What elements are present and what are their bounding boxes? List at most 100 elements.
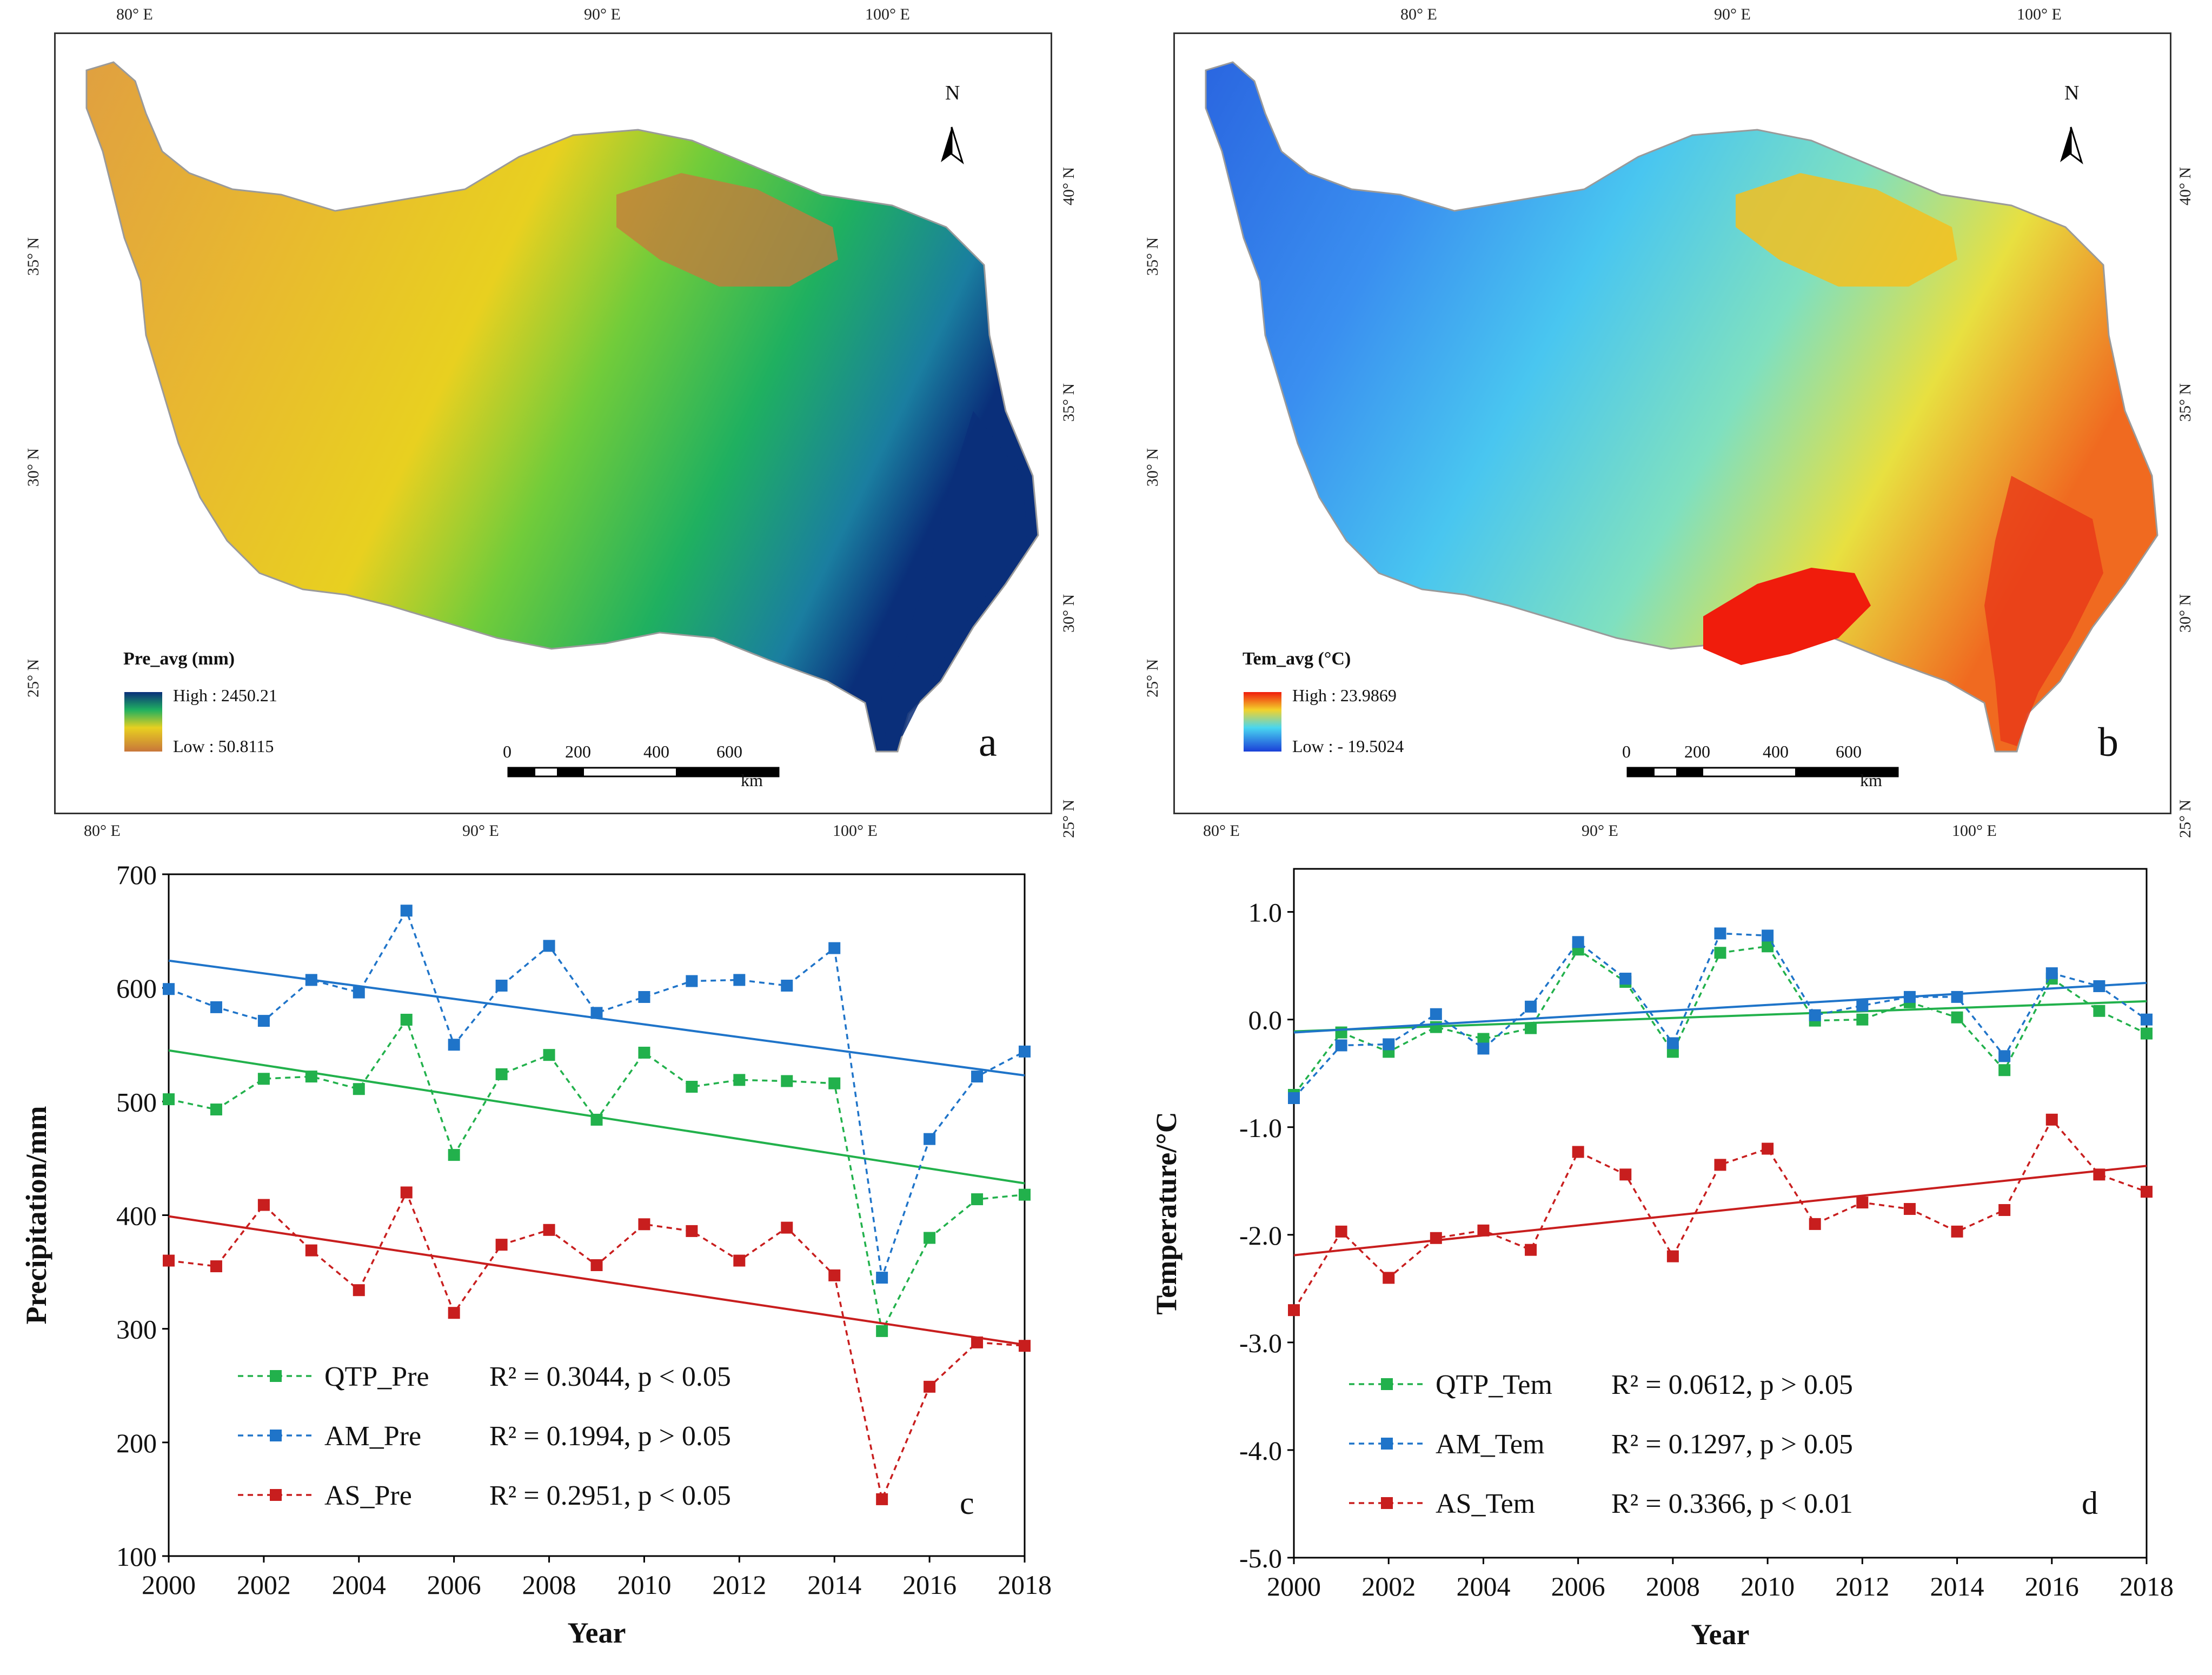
x-tick-label: 2008	[522, 1570, 576, 1600]
data-point	[971, 1336, 984, 1348]
left-lat-label: 30° N	[1144, 448, 1161, 487]
data-point	[1525, 1244, 1537, 1256]
bottom-lon-label: 100° E	[833, 822, 878, 840]
data-point	[448, 1307, 460, 1319]
top-lon-label: 90° E	[584, 5, 621, 23]
x-tick-label: 2004	[1456, 1571, 1510, 1601]
data-point	[448, 1039, 460, 1051]
plot-area-border	[168, 873, 1026, 1557]
legend-colorbar	[1244, 692, 1281, 752]
data-point	[733, 1254, 746, 1267]
scale-tick: 200	[565, 742, 591, 761]
data-point	[448, 1149, 460, 1161]
data-point	[1666, 1250, 1679, 1262]
data-point	[1762, 929, 1774, 942]
data-point	[828, 1077, 841, 1089]
top-lon-label: 90° E	[1714, 5, 1751, 23]
data-point	[2141, 1013, 2153, 1026]
series-line	[1293, 1118, 2147, 1311]
data-point	[638, 991, 650, 1003]
data-point	[1288, 1092, 1300, 1105]
data-point	[876, 1272, 888, 1284]
scale-unit: km	[741, 770, 763, 790]
y-tick-label: -1.0	[1239, 1113, 1282, 1143]
temperature-chart: -5.0 -4.0 -3.0 -2.0 -1.0 0.0 1.0 2000 2002 2004 20…	[1150, 868, 2174, 1651]
data-point	[1903, 991, 1916, 1003]
x-tick-label: 2012	[712, 1570, 766, 1600]
legend-marker	[1381, 1497, 1393, 1509]
data-point	[1619, 1168, 1632, 1181]
panel-letter-a: a	[979, 720, 997, 765]
data-point	[1019, 1340, 1031, 1352]
data-point	[876, 1325, 888, 1337]
north-label: N	[2064, 82, 2080, 104]
scale-tick: 600	[1836, 742, 1862, 761]
data-point	[400, 1014, 413, 1026]
panel-letter-b: b	[2098, 720, 2118, 765]
x-axis-title: Year	[568, 1617, 626, 1649]
legend-low: Low : - 19.5024	[1292, 736, 1404, 756]
data-point	[1335, 1026, 1347, 1039]
data-point	[543, 1049, 555, 1061]
data-point	[1430, 1008, 1442, 1020]
legend-marker	[270, 1489, 282, 1501]
y-tick-label: -3.0	[1239, 1328, 1282, 1358]
data-point	[971, 1071, 984, 1083]
data-point	[686, 1081, 698, 1093]
data-point	[163, 1093, 175, 1106]
data-point	[876, 1493, 888, 1505]
data-point	[163, 983, 175, 995]
right-lat-label: 35° N	[1060, 383, 1078, 422]
bottom-lon-label: 90° E	[1582, 822, 1618, 840]
data-point	[828, 1269, 841, 1281]
y-tick-label: 0.0	[1248, 1005, 1283, 1035]
legend-series-name: QTP_Pre	[324, 1361, 429, 1392]
y-tick-label: 500	[116, 1087, 157, 1117]
trend-line	[1293, 1165, 2147, 1257]
right-lat-label: 35° N	[2176, 383, 2194, 422]
plateau-shape	[85, 61, 1039, 753]
data-point	[2093, 980, 2105, 992]
data-point	[495, 979, 508, 992]
data-point	[495, 1068, 508, 1080]
data-point	[210, 1001, 222, 1013]
data-point	[1430, 1232, 1442, 1244]
data-point	[305, 1071, 317, 1083]
data-point	[924, 1133, 936, 1145]
scale-tick: 0	[1622, 742, 1631, 761]
data-point	[1998, 1064, 2011, 1076]
data-point	[163, 1254, 175, 1267]
legend-title: Tem_avg (°C)	[1243, 649, 1351, 669]
data-point	[1762, 1142, 1774, 1155]
warm-basin	[1736, 173, 1957, 287]
top-lon-label: 100° E	[865, 5, 910, 23]
data-point	[257, 1015, 270, 1027]
data-point	[353, 1284, 365, 1297]
data-point	[2045, 1113, 2058, 1126]
x-tick-label: 2016	[902, 1570, 956, 1600]
y-tick-label: 300	[116, 1314, 157, 1345]
data-point	[781, 1075, 793, 1087]
x-tick-label: 2000	[142, 1570, 196, 1600]
scale-tick: 0	[503, 742, 512, 761]
data-point	[210, 1104, 222, 1116]
y-tick-label: -5.0	[1239, 1543, 1282, 1573]
x-tick-label: 2014	[807, 1570, 861, 1600]
legend-title: Pre_avg (mm)	[123, 649, 235, 669]
data-point	[210, 1260, 222, 1273]
data-point	[1809, 1009, 1821, 1021]
trend-line	[1293, 982, 2147, 1034]
bottom-lon-label: 80° E	[1203, 822, 1240, 840]
data-point	[1335, 1225, 1347, 1238]
data-point	[1525, 1000, 1537, 1013]
data-point	[1666, 1037, 1679, 1049]
x-tick-label: 2018	[2120, 1571, 2174, 1601]
data-point	[1714, 927, 1726, 940]
series-line	[168, 1018, 1025, 1334]
plot-area-border	[1293, 868, 2148, 1559]
right-lat-label: 40° N	[2176, 167, 2194, 205]
data-point	[1477, 1042, 1490, 1055]
map-b-graphic	[1205, 61, 2158, 777]
data-point	[353, 1083, 365, 1095]
data-point	[353, 986, 365, 999]
